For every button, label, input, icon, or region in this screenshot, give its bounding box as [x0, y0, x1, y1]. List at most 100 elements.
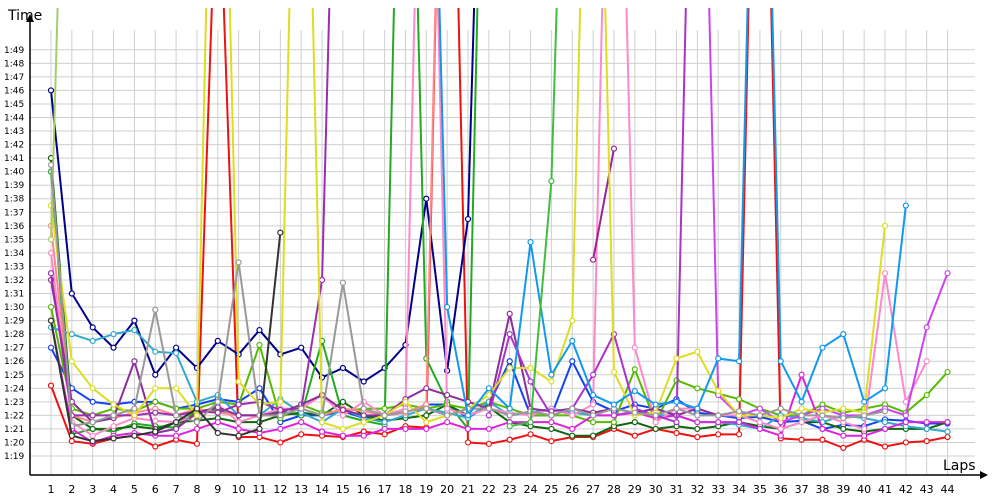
data-point — [881, 419, 889, 426]
data-point — [235, 432, 242, 439]
data-point — [214, 409, 221, 416]
data-point — [256, 326, 263, 334]
data-point — [235, 378, 242, 385]
data-point — [89, 419, 96, 426]
data-point — [298, 431, 305, 438]
y-tick-label: 1:41 — [4, 154, 24, 164]
data-point — [152, 443, 159, 450]
data-point — [47, 303, 55, 311]
x-tick-label: 31 — [670, 483, 684, 496]
data-point — [902, 419, 909, 426]
data-point — [68, 438, 75, 445]
data-point — [548, 378, 555, 385]
data-point — [47, 161, 55, 168]
data-point — [881, 425, 889, 433]
y-tick-label: 1:32 — [4, 276, 24, 286]
data-point — [631, 409, 638, 416]
data-point — [694, 425, 701, 433]
y-axis-arrow — [26, 14, 34, 22]
data-point — [569, 358, 576, 365]
data-point — [589, 432, 597, 439]
axis-layer: 1 2 3 4 5 6 7 8 9 10 11 12 13 14 15 16 17 18 19 20 21 22 23 24 2… — [4, 14, 988, 496]
data-point — [485, 391, 492, 399]
data-point — [715, 419, 722, 426]
data-point — [881, 270, 889, 277]
data-point — [131, 358, 138, 365]
data-point — [506, 358, 513, 365]
data-point — [777, 358, 784, 365]
data-point — [173, 412, 180, 419]
data-point — [152, 306, 159, 313]
data-point — [569, 432, 576, 439]
y-tick-label: 1:37 — [4, 208, 24, 218]
data-point — [381, 405, 388, 412]
x-tick-label: 9 — [214, 483, 221, 496]
x-tick-label: 15 — [336, 483, 350, 496]
series-4 — [47, 155, 951, 439]
y-tick-label: 1:49 — [4, 46, 24, 56]
x-tick-label: 40 — [857, 483, 871, 496]
data-point — [423, 419, 430, 426]
data-point — [840, 414, 847, 422]
y-tick-label: 1:21 — [4, 425, 24, 435]
data-point — [339, 398, 346, 405]
data-point — [923, 324, 930, 331]
data-point — [944, 428, 951, 435]
data-point — [152, 398, 159, 405]
data-point — [47, 87, 55, 94]
x-tick-label: 42 — [899, 483, 913, 496]
y-tick-label: 1:48 — [4, 59, 24, 69]
data-point — [902, 439, 909, 446]
series-3 — [47, 8, 479, 438]
data-point — [214, 337, 221, 345]
data-point — [214, 404, 221, 411]
x-tick-label: 24 — [524, 483, 538, 496]
data-point — [131, 432, 138, 439]
data-point — [89, 337, 96, 345]
data-point — [819, 425, 826, 433]
x-tick-label: 27 — [586, 483, 600, 496]
data-point — [298, 344, 305, 351]
data-point — [569, 425, 576, 433]
data-point — [68, 432, 75, 439]
data-point — [694, 419, 701, 426]
data-point — [277, 412, 284, 419]
data-point — [610, 401, 618, 408]
data-point — [944, 419, 951, 426]
x-tick-label: 10 — [232, 483, 246, 496]
data-point — [256, 425, 263, 433]
x-tick-label: 18 — [398, 483, 412, 496]
data-point — [923, 391, 930, 399]
x-tick-label: 1 — [48, 483, 55, 496]
data-point — [506, 423, 513, 430]
data-point — [610, 412, 618, 419]
x-tick-label: 37 — [795, 483, 809, 496]
data-point — [589, 412, 597, 419]
data-point — [173, 344, 180, 351]
x-tick-label: 39 — [836, 483, 850, 496]
data-point — [485, 405, 492, 412]
x-tick-label: 8 — [193, 483, 200, 496]
y-tick-label: 1:22 — [4, 411, 24, 421]
y-tick-label: 1:43 — [4, 127, 24, 137]
data-point — [881, 385, 889, 392]
data-point — [944, 433, 951, 441]
data-point — [798, 371, 805, 378]
data-point — [89, 385, 96, 392]
x-tick-label: 38 — [815, 483, 829, 496]
data-point — [173, 425, 180, 433]
data-point — [569, 405, 576, 412]
data-point — [110, 344, 117, 351]
data-point — [506, 436, 513, 443]
data-point — [89, 432, 96, 439]
x-tick-label: 16 — [357, 483, 371, 496]
data-point — [902, 398, 909, 405]
data-point — [506, 331, 513, 338]
data-point — [89, 412, 96, 419]
data-point — [381, 431, 388, 438]
data-point — [652, 419, 659, 426]
y-tick-label: 1:39 — [4, 181, 24, 191]
y-tick-label: 1:44 — [4, 114, 24, 124]
data-point — [569, 412, 576, 419]
data-point — [902, 412, 909, 419]
